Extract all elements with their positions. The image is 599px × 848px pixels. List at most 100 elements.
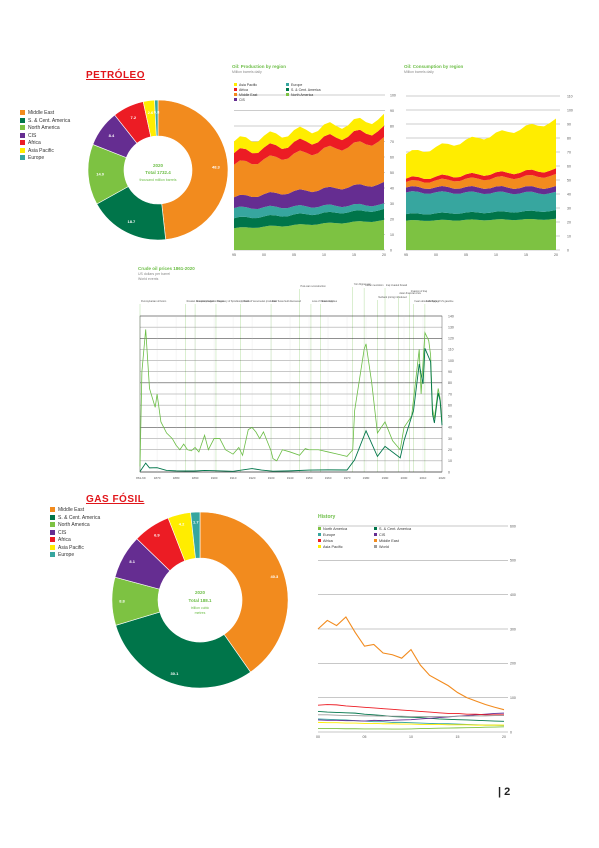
legend-label: North America [323, 527, 348, 531]
tick-label: 2010 [420, 476, 427, 480]
area-layer [234, 137, 384, 198]
legend-swatch [374, 533, 377, 536]
tick-label: 40 [448, 426, 452, 430]
tick-label: 20 [390, 217, 394, 221]
tick-label: 20 [382, 253, 386, 257]
event-label: Loss of Iranian supplies [312, 300, 338, 303]
tick-label: 10 [494, 253, 498, 257]
tick-label: 100 [567, 108, 573, 112]
legend-swatch [234, 83, 237, 86]
tick-label: 15 [352, 253, 356, 257]
legend-label: World [379, 545, 389, 549]
oil-donut-unit: thousand million barrels [140, 178, 177, 182]
legend-item: Asia Pacific [50, 545, 100, 553]
legend-label: S. & Cent. America [379, 527, 412, 531]
legend-item: Africa [50, 537, 100, 545]
tick-label: 90 [390, 109, 394, 113]
area-layer [234, 203, 384, 219]
legend-item: S. & Cent. America [20, 118, 70, 126]
legend-item: Africa [20, 140, 70, 148]
oil-legend: Middle East S. & Cent. America North Ame… [20, 110, 70, 163]
crude-subtitle: US dollars per barrel [138, 272, 171, 276]
history-series-line [317, 710, 505, 722]
legend-label: Middle East [379, 539, 400, 543]
price-line-money [139, 348, 443, 472]
donut-slice [154, 99, 159, 137]
tick-label: 110 [448, 348, 454, 352]
event-label: Netback pricing introduced [378, 296, 407, 299]
tick-label: 60 [567, 164, 571, 168]
legend-swatch [234, 88, 237, 91]
tick-label: 110 [567, 94, 573, 98]
tick-label: 400 [510, 593, 516, 597]
legend-item: Europe [50, 552, 100, 560]
history-series-line [317, 616, 505, 711]
consumption-subtitle: Million barrels daily [404, 70, 434, 74]
donut-slice-label: 8.4 [109, 133, 115, 138]
tick-label: 50 [567, 178, 571, 182]
donut-slice-label: 40.3 [270, 574, 279, 579]
gas-donut-total: Total 188.1 [189, 598, 212, 603]
tick-label: 1910 [230, 476, 237, 480]
tick-label: 10 [448, 459, 452, 463]
tick-label: 40 [390, 186, 394, 190]
donut-slice [199, 511, 289, 673]
event-label: Growth of Venezuelan production [242, 300, 278, 303]
history-series-line [317, 704, 504, 716]
gas-donut-year: 2020 [195, 590, 206, 595]
tick-label: 60 [390, 155, 394, 159]
legend-label: Asia Pacific [239, 83, 257, 87]
area-layer [406, 173, 556, 189]
tick-label: 100 [510, 696, 516, 700]
history-series-line [317, 712, 505, 722]
tick-label: 95 [232, 253, 236, 257]
tick-label: 00 [262, 253, 266, 257]
donut-slice-label: 4.2 [179, 522, 185, 527]
legend-item: CIS [50, 530, 100, 538]
area-layer [234, 181, 384, 209]
crude-prices-chart: Pennsylvanian oil boom Russian oil export… [136, 283, 454, 480]
legend-swatch [374, 527, 377, 530]
event-label: Invasion of Iraq [411, 290, 428, 293]
donut-slice-label: 14.0 [96, 171, 105, 176]
area-layer [406, 185, 556, 195]
tick-label: 10 [409, 735, 413, 739]
tick-label: 1880 [173, 476, 180, 480]
legend-swatch [286, 93, 289, 96]
production-title: Oil: Production by region [232, 64, 286, 69]
tick-label: 300 [510, 627, 516, 631]
gas-legend: Middle East S. & Cent. America North Ame… [50, 507, 100, 560]
tick-label: 30 [390, 202, 394, 206]
event-label: Russian oil exports began [187, 300, 215, 303]
legend-swatch [234, 98, 237, 101]
area-layer [406, 210, 556, 221]
legend-swatch [374, 545, 377, 548]
donut-slice-label: 2.6 [148, 110, 154, 115]
donut-slice-label: 1.7 [193, 520, 199, 525]
legend-swatch [318, 533, 321, 536]
tick-label: 00 [434, 253, 438, 257]
donut-slice [190, 511, 201, 559]
donut-slice-label: 6.9 [154, 533, 160, 538]
legend-label: CIS [239, 98, 246, 102]
tick-label: 20 [567, 220, 571, 224]
event-label: Pennsylvanian oil boom [141, 300, 166, 303]
area-layer [406, 191, 556, 215]
donut-slice-label: 8.1 [129, 559, 135, 564]
tick-label: 1940 [287, 476, 294, 480]
legend-item: S. & Cent. America [50, 515, 100, 523]
legend-swatch [374, 539, 377, 542]
area-layer [234, 125, 384, 165]
oil-production-chart: 0 10 20 30 40 50 60 70 80 90 100 Asia PacificAfric… [232, 83, 396, 257]
page-number: | 2 [498, 786, 511, 798]
area-layer [234, 219, 384, 250]
event-label: Yom Kippur war [354, 283, 371, 286]
tick-label: 120 [448, 337, 454, 341]
event-label: Suez crisis [321, 300, 333, 303]
tick-label: 0 [390, 248, 392, 252]
tick-label: 0 [567, 248, 569, 252]
tick-label: 80 [390, 124, 394, 128]
tick-label: 1900 [211, 476, 218, 480]
area-layer [406, 168, 556, 183]
legend-item: Asia Pacific [20, 148, 70, 156]
